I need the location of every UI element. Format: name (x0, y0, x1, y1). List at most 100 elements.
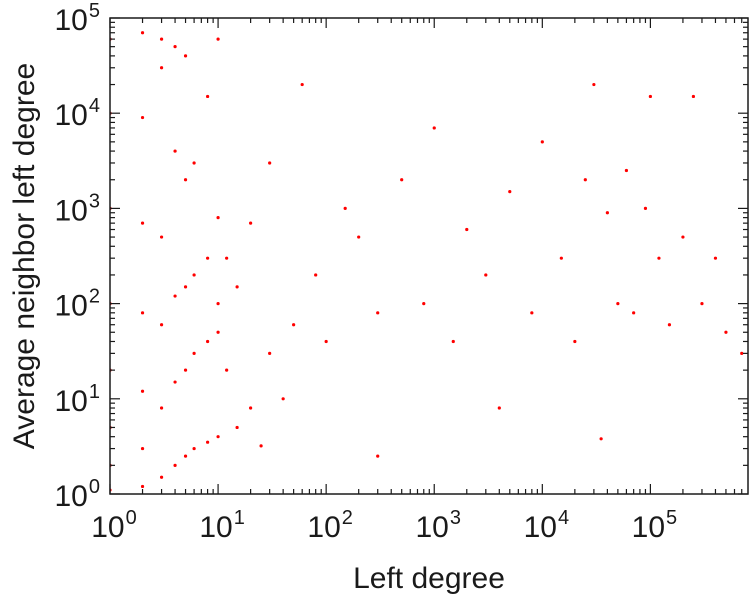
scatter-point (573, 339, 577, 344)
scatter-point (249, 406, 253, 410)
scatter-point (183, 54, 188, 58)
scatter-point (648, 94, 652, 99)
scatter-point (173, 294, 177, 298)
scatter-point (216, 37, 220, 41)
x-tick-label: 104 (524, 507, 570, 544)
scatter-point (249, 221, 253, 225)
scatter-point (216, 302, 220, 306)
scatter-point (605, 211, 609, 215)
x-tick-label: 103 (415, 507, 461, 544)
scatter-point (540, 140, 544, 144)
x-tick-label: 100 (91, 507, 137, 544)
scatter-point (159, 37, 164, 41)
scatter-point (235, 425, 239, 430)
scatter-point (376, 311, 380, 315)
scatter-point (140, 115, 145, 120)
scatter-point (268, 351, 272, 355)
y-tick-labels: 100 101 102 103 104 105 (55, 0, 101, 513)
scatter-point (432, 126, 436, 130)
scatter-point (192, 351, 196, 355)
scatter-point (159, 475, 164, 479)
scatter-point (173, 149, 177, 153)
y-axis-label: Average neighbor left degree (8, 63, 41, 449)
scatter-point (140, 31, 145, 35)
scatter-point (206, 339, 210, 344)
scatter-point (216, 330, 220, 334)
scatter-point (357, 235, 361, 239)
scatter-point (592, 82, 596, 87)
scatter-point (216, 216, 220, 220)
scatter-point (508, 190, 512, 194)
scatter-point (183, 454, 188, 458)
x-tick-label: 105 (632, 507, 678, 544)
scatter-point (667, 323, 672, 327)
scatter-point (314, 273, 318, 277)
scatter-point (216, 435, 220, 439)
scatter-point (140, 221, 145, 225)
scatter-point (140, 446, 145, 451)
plot-background (110, 18, 748, 494)
scatter-point (159, 235, 164, 239)
scatter-point (159, 323, 164, 327)
scatter-point (700, 302, 704, 306)
scatter-point (691, 94, 696, 99)
scatter-point (376, 454, 380, 458)
y-tick-label: 105 (55, 0, 101, 37)
scatter-point (740, 351, 744, 355)
x-axis-label: Left degree (353, 562, 505, 595)
scatter-point (343, 206, 347, 210)
scatter-point (616, 302, 620, 306)
y-tick-label: 102 (55, 286, 101, 323)
scatter-point (192, 161, 196, 165)
scatter-point (292, 323, 296, 327)
scatter-point (422, 302, 426, 306)
scatter-point (657, 256, 661, 260)
x-tick-label: 102 (307, 507, 353, 544)
scatter-point (300, 82, 304, 87)
scatter-point (643, 206, 648, 210)
scatter-point (159, 406, 164, 410)
y-tick-label: 100 (55, 476, 101, 513)
scatter-point (192, 446, 196, 451)
scatter-point (140, 311, 145, 315)
scatter-point (183, 368, 188, 372)
scatter-point (484, 273, 488, 277)
minor-ticks (110, 18, 748, 494)
scatter-point (173, 380, 177, 384)
y-tick-label: 101 (55, 381, 101, 418)
scatter-point (400, 178, 404, 182)
x-tick-label: 101 (199, 507, 244, 544)
scatter-point (599, 437, 603, 441)
scatter-point (713, 256, 718, 260)
scatter-point (225, 256, 229, 260)
scatter-point (206, 94, 210, 99)
scatter-point (451, 339, 455, 344)
scatter-point (225, 368, 229, 372)
scatter-point (259, 444, 263, 448)
scatter-point (173, 45, 177, 49)
x-tick-labels: 100 101 102 103 104 105 (91, 507, 677, 544)
scatter-point (583, 178, 587, 182)
scatter-point (140, 484, 145, 489)
y-tick-label: 103 (55, 190, 101, 227)
scatter-point (235, 285, 239, 289)
scatter-point (724, 330, 728, 334)
scatter-point (497, 406, 501, 410)
scatter-point (173, 463, 177, 467)
scatter-point (140, 389, 145, 393)
scatter-points (110, 31, 744, 492)
plot-frame (109, 17, 749, 495)
scatter-point (183, 285, 188, 289)
scatter-point (206, 440, 210, 444)
scatter-point (183, 178, 188, 182)
scatter-point (281, 397, 285, 401)
scatter-point (192, 273, 196, 277)
scatter-point (624, 168, 629, 173)
scatter-point (268, 161, 272, 165)
scatter-point (465, 227, 469, 232)
y-tick-label: 104 (55, 95, 101, 132)
scatter-point (324, 339, 328, 344)
scatter-point (559, 256, 563, 260)
scatter-point (681, 235, 685, 239)
